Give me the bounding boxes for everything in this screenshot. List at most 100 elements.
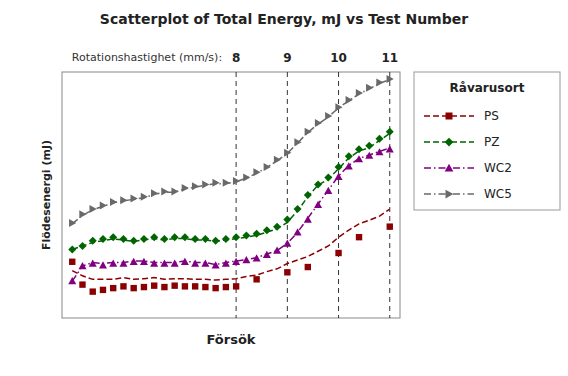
point (387, 75, 394, 83)
point (365, 142, 373, 150)
series-line (72, 80, 390, 224)
point (161, 187, 168, 195)
point (191, 260, 199, 267)
point (191, 235, 199, 243)
point (130, 258, 138, 265)
point (89, 260, 97, 267)
point (119, 260, 127, 267)
point (253, 230, 261, 238)
vline-label: 9 (283, 51, 291, 65)
point (110, 198, 117, 206)
point (171, 187, 178, 195)
point (335, 173, 343, 180)
point (171, 282, 177, 288)
point (294, 138, 301, 146)
point (335, 163, 343, 171)
point (140, 235, 148, 243)
legend-label: WC2 (484, 161, 512, 175)
point (283, 239, 291, 246)
legend-label: WC5 (484, 187, 512, 201)
vline-label: 11 (381, 51, 398, 65)
point (181, 233, 189, 241)
vline (389, 72, 390, 318)
point (253, 254, 261, 261)
point (140, 258, 148, 265)
point (263, 251, 271, 258)
point (171, 233, 179, 241)
title: Scatterplot of Total Energy, mJ vs Test … (100, 11, 468, 27)
point (212, 261, 220, 268)
point (181, 258, 189, 265)
point (386, 128, 394, 136)
point (68, 277, 76, 284)
x-axis-label: Försök (206, 332, 255, 347)
point (305, 128, 312, 136)
legend-label: PS (484, 109, 499, 123)
point (274, 156, 281, 164)
point (90, 288, 96, 294)
point (78, 262, 86, 269)
point (90, 205, 97, 213)
point (109, 233, 117, 241)
point (171, 260, 179, 267)
series-line (72, 148, 390, 281)
point (315, 119, 322, 127)
point (345, 152, 353, 160)
point (212, 285, 218, 291)
point (356, 234, 362, 240)
point (150, 260, 158, 267)
point (366, 84, 373, 92)
point (314, 180, 322, 188)
point (141, 193, 148, 201)
point (202, 284, 208, 290)
point (376, 148, 384, 155)
point (232, 258, 240, 265)
point (89, 237, 97, 245)
vline-label: 8 (232, 51, 240, 65)
point (79, 210, 86, 218)
vlines (236, 72, 390, 318)
point (365, 152, 373, 159)
legend-marker (446, 190, 454, 199)
legend-marker (445, 164, 454, 172)
series-line (72, 209, 390, 280)
point (233, 177, 240, 185)
point (232, 233, 240, 241)
point (202, 180, 209, 188)
legend-box (414, 72, 560, 210)
point (151, 282, 157, 288)
point (141, 284, 147, 290)
series (69, 209, 393, 295)
point (99, 235, 107, 243)
legend-title: Råvarusort (450, 81, 525, 95)
point (294, 228, 302, 235)
point (119, 235, 127, 243)
point (150, 233, 158, 241)
point (243, 173, 250, 181)
point (233, 283, 239, 289)
point (109, 260, 117, 267)
vline (236, 72, 237, 318)
point (160, 235, 168, 243)
series-line (72, 134, 390, 250)
chart: Scatterplot of Total Energy, mJ vs Test … (0, 0, 568, 376)
point (242, 231, 250, 239)
series (68, 145, 394, 284)
point (314, 201, 322, 208)
point (273, 247, 281, 254)
vline (287, 72, 288, 318)
point (355, 155, 363, 162)
point (253, 276, 259, 282)
point (130, 195, 137, 203)
point (325, 112, 332, 120)
point (69, 219, 76, 227)
point (304, 191, 312, 199)
point (284, 149, 291, 157)
vline-label: 10 (330, 51, 347, 65)
point (161, 284, 167, 290)
point (130, 237, 138, 245)
point (100, 202, 107, 210)
point (223, 179, 230, 187)
point (201, 260, 209, 267)
point (201, 235, 209, 243)
